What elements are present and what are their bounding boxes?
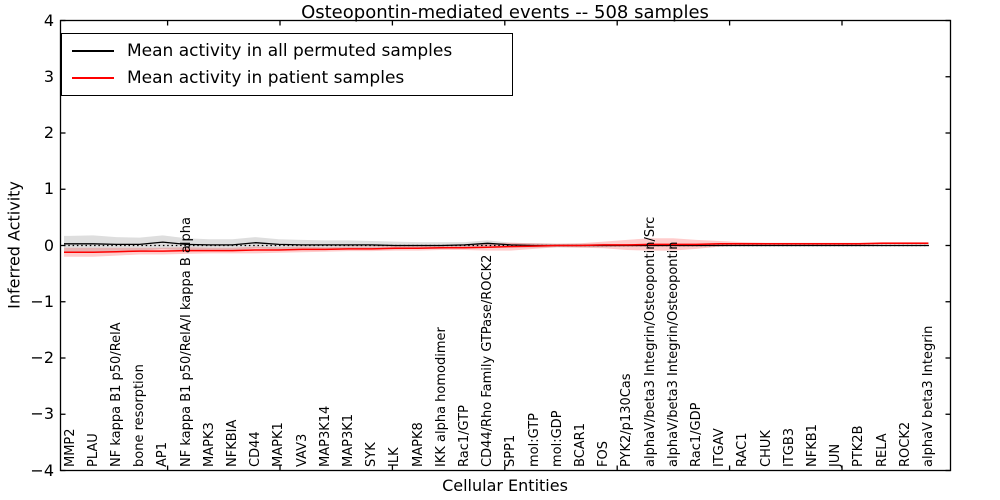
x-category-label: MMP2 bbox=[62, 428, 78, 467]
x-category-label: Rac1/GTP bbox=[456, 405, 472, 467]
x-category-label: MAP3K1 bbox=[340, 413, 356, 467]
y-tick-label: −1 bbox=[30, 292, 54, 311]
y-tick-label: −4 bbox=[30, 461, 54, 480]
x-category-label: NFKB1 bbox=[804, 424, 820, 467]
x-category-label: MAPK3 bbox=[201, 422, 217, 467]
x-category-label: NF kappa B1 p50/RelA bbox=[108, 322, 124, 467]
legend: Mean activity in all permuted samples Me… bbox=[61, 33, 513, 96]
legend-row-permuted: Mean activity in all permuted samples bbox=[62, 41, 512, 61]
x-category-label: mol:GDP bbox=[549, 410, 565, 467]
x-category-label: CD44/Rho Family GTPase/ROCK2 bbox=[480, 254, 496, 467]
x-category-label: SPP1 bbox=[503, 434, 519, 467]
x-category-label: VAV3 bbox=[294, 433, 310, 467]
y-tick-label: 0 bbox=[43, 236, 54, 255]
x-category-label: alphaV beta3 Integrin bbox=[920, 325, 936, 467]
x-category-label: MAP3K14 bbox=[317, 405, 333, 467]
x-category-label: FOS bbox=[596, 441, 612, 467]
x-category-label: PTK2B bbox=[851, 425, 867, 468]
x-category-label: RAC1 bbox=[735, 432, 751, 467]
x-category-label: bone resorption bbox=[132, 364, 148, 467]
x-category-label: SYK bbox=[364, 442, 380, 467]
x-category-label: MAPK1 bbox=[271, 422, 287, 467]
x-category-label: MAPK8 bbox=[410, 422, 426, 467]
x-category-label: PLAU bbox=[85, 433, 101, 467]
x-category-label: NFKBIA bbox=[224, 419, 240, 467]
x-category-label: NF kappa B1 p50/RelA/I kappa B alpha bbox=[178, 217, 194, 467]
permuted-mean-line bbox=[64, 241, 929, 247]
x-category-label: ILK bbox=[387, 447, 403, 467]
x-category-label: AP1 bbox=[155, 441, 171, 467]
chart-title: Osteopontin-mediated events -- 508 sampl… bbox=[301, 2, 709, 23]
x-category-label: ROCK2 bbox=[897, 421, 913, 467]
x-category-label: Rac1/GDP bbox=[688, 402, 704, 467]
y-tick-label: −2 bbox=[30, 348, 54, 367]
x-category-label: ITGB3 bbox=[781, 427, 797, 467]
x-category-label: mol:GTP bbox=[526, 413, 542, 467]
y-tick-label: 3 bbox=[43, 67, 54, 86]
y-tick-label: 4 bbox=[43, 11, 54, 30]
x-category-label: BCAR1 bbox=[572, 423, 588, 467]
y-tick-label: 2 bbox=[43, 123, 54, 142]
x-category-label: ITGAV bbox=[712, 428, 728, 467]
x-category-label: RELA bbox=[874, 433, 890, 467]
x-category-label: CD44 bbox=[248, 431, 264, 467]
patient-mean-line bbox=[64, 242, 929, 254]
x-category-label: IKK alpha homodimer bbox=[433, 327, 449, 467]
legend-label-patient: Mean activity in patient samples bbox=[127, 68, 405, 88]
y-tick-label: 1 bbox=[43, 179, 54, 198]
x-category-label: alphaV/beta3 Integrin/Osteopontin/Src bbox=[642, 216, 658, 467]
y-tick-label: −3 bbox=[30, 404, 54, 423]
x-category-label: alphaV/beta3 Integrin/Osteopontin bbox=[665, 241, 681, 467]
x-category-label: PYK2/p130Cas bbox=[619, 373, 635, 467]
x-axis-label: Cellular Entities bbox=[442, 476, 568, 495]
x-category-label: JUN bbox=[828, 443, 844, 467]
patient-line-swatch bbox=[72, 77, 114, 79]
legend-row-patient: Mean activity in patient samples bbox=[62, 68, 512, 88]
x-category-label: CHUK bbox=[758, 430, 774, 467]
legend-label-permuted: Mean activity in all permuted samples bbox=[127, 41, 453, 61]
permuted-line-swatch bbox=[72, 50, 114, 52]
